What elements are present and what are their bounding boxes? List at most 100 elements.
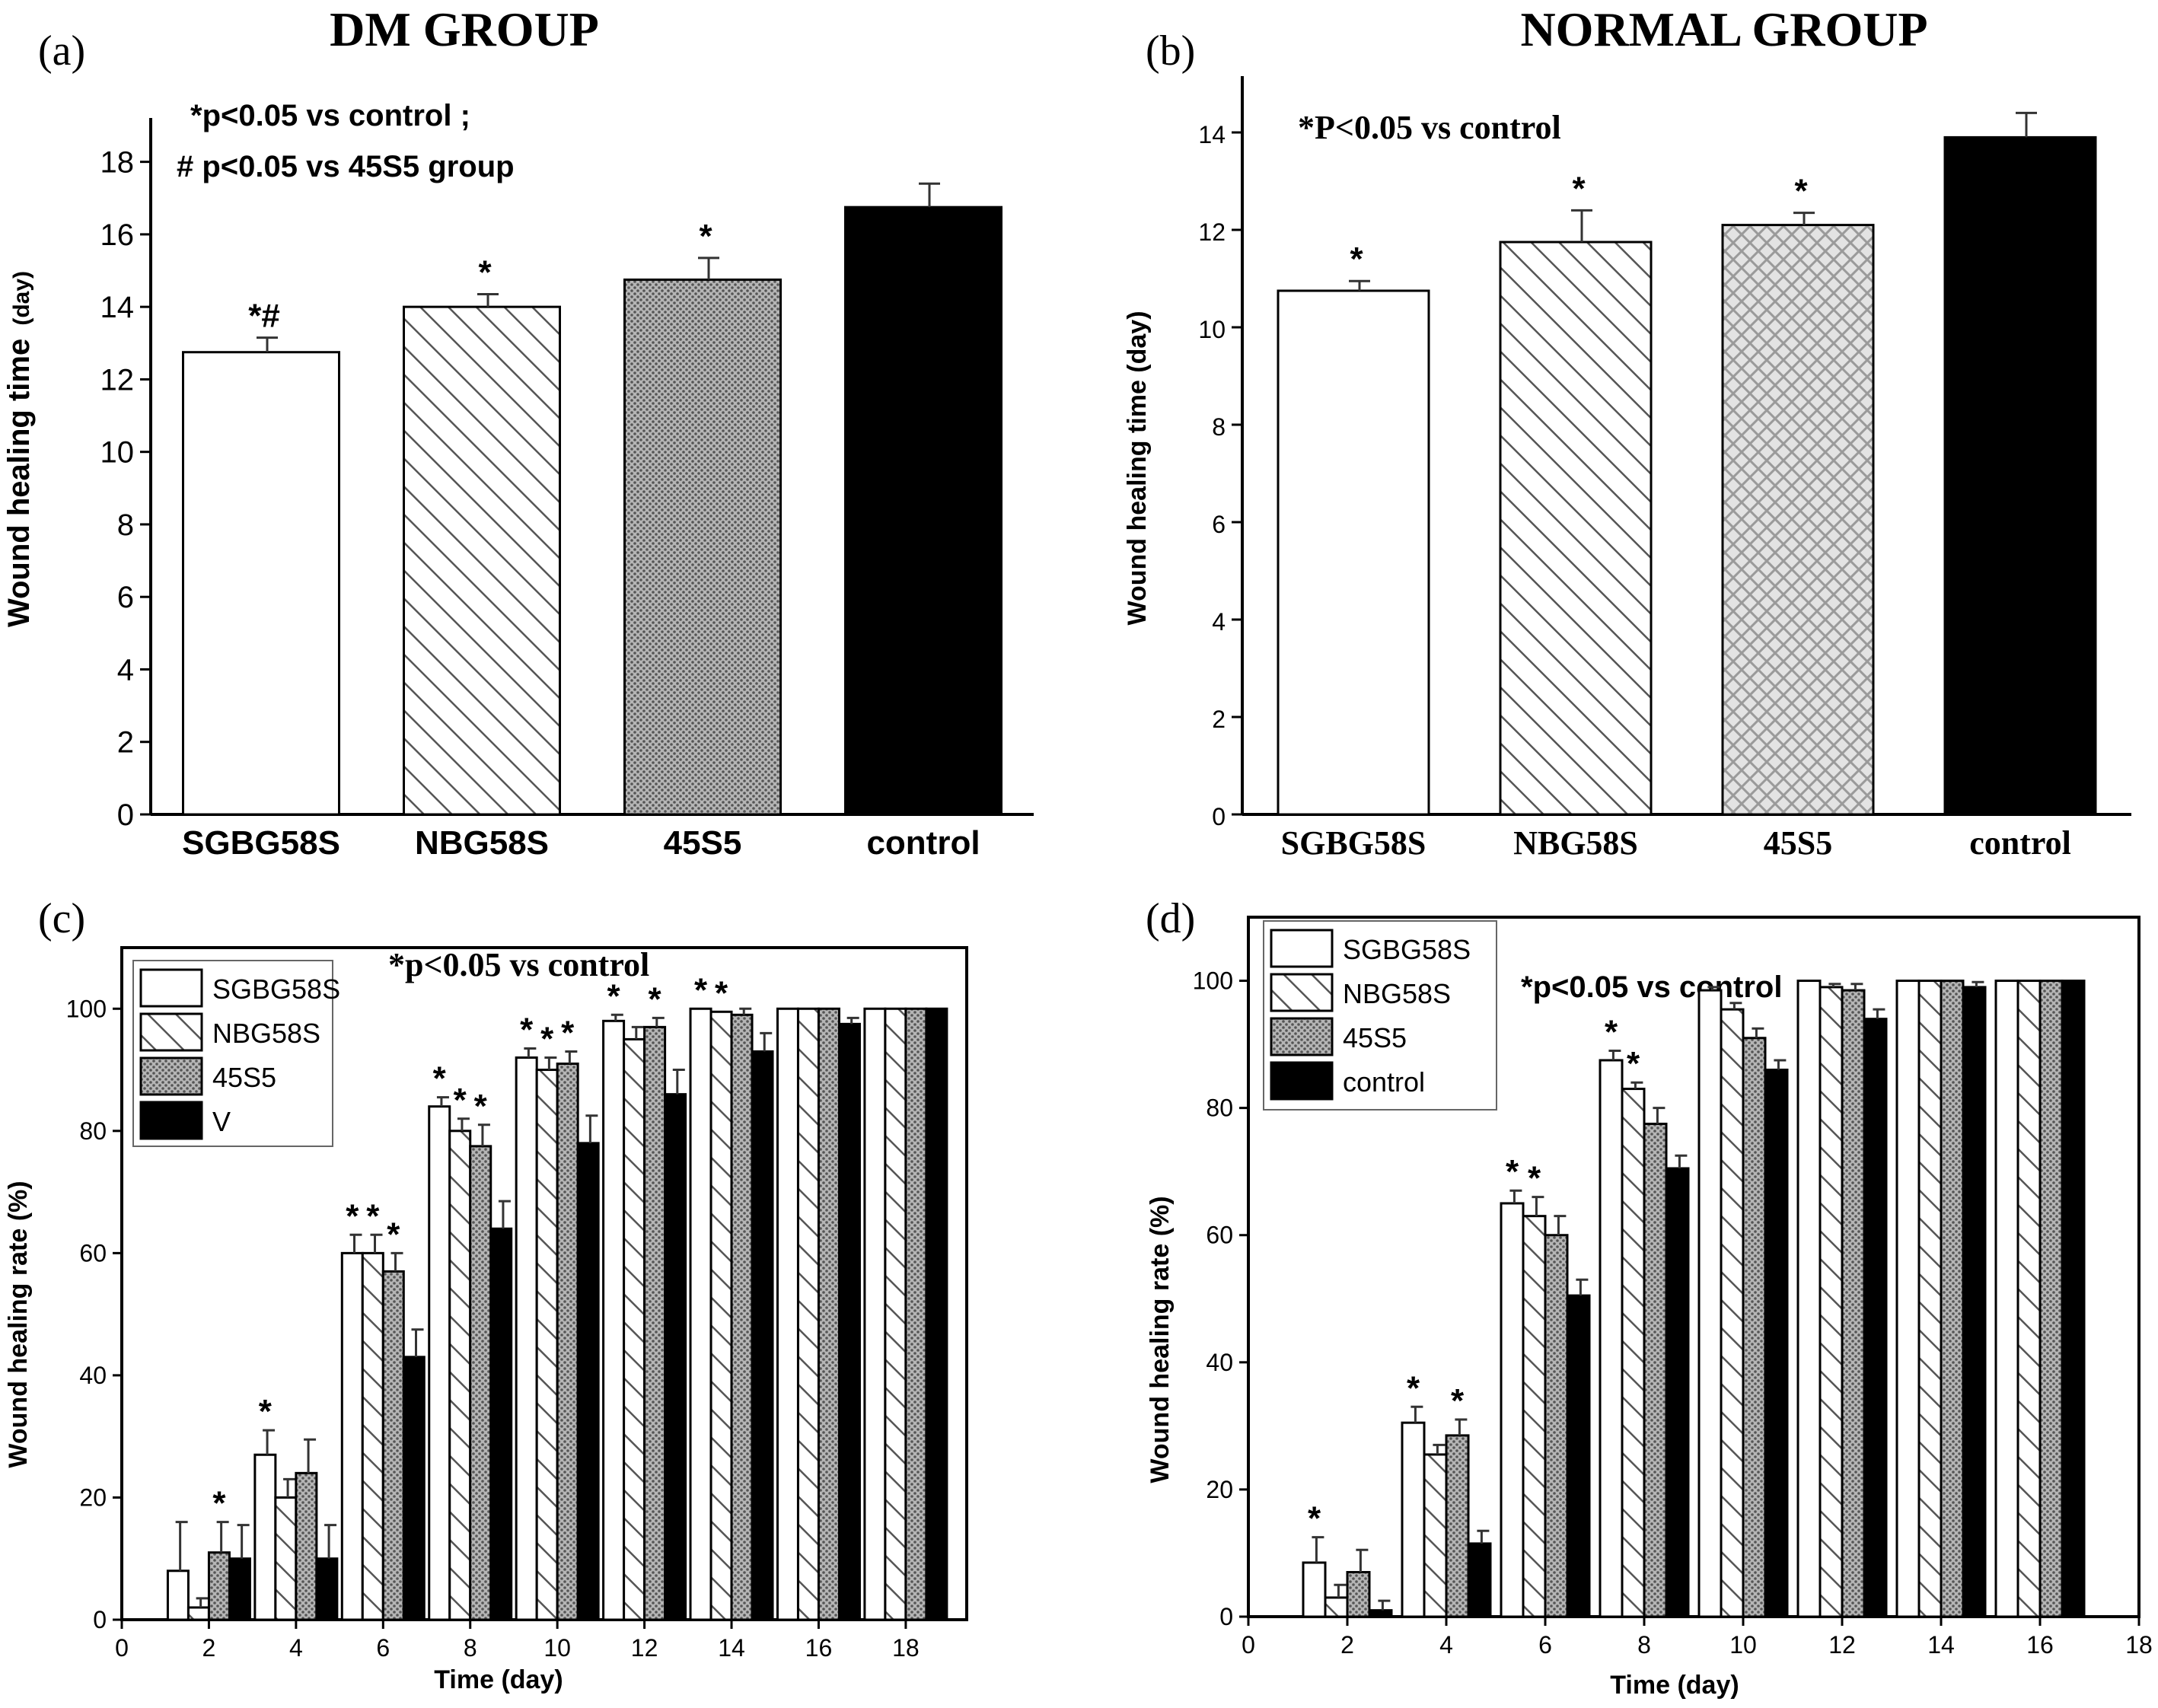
- x-tick-label: 14: [718, 1634, 745, 1662]
- bar-control: [1863, 1018, 1888, 1618]
- x-tick-label: 18: [2125, 1631, 2153, 1659]
- significance-marker: *: [433, 1060, 447, 1098]
- x-tick-label: 8: [1637, 1631, 1651, 1659]
- legend-swatch-NBG58S: [139, 1012, 203, 1052]
- bar-45S5: [817, 1007, 840, 1621]
- bar-control: [1368, 1609, 1393, 1618]
- bar-NBG58S: [361, 1251, 384, 1621]
- bar-NBG58S: [1917, 980, 1943, 1618]
- y-tick-label: 60: [1206, 1222, 1233, 1249]
- y-tick-label: 14: [100, 291, 135, 324]
- bar-45S5: [1742, 1037, 1767, 1618]
- significance-marker: *: [607, 977, 621, 1015]
- category-label: NBG58S: [415, 824, 549, 862]
- bar-45S5: [1940, 980, 1965, 1618]
- panel-b-plot: 0 2 4 6 8 10 12 14 * SGBG58S * NBG58S * 45S5 control: [1198, 76, 2131, 862]
- bar-SGBG58S: [182, 351, 340, 816]
- bar-NBG58S: [2016, 980, 2042, 1618]
- bar-NBG58S: [1720, 1008, 1745, 1618]
- x-tick-label: 10: [543, 1634, 571, 1662]
- category-label: SGBG58S: [1281, 824, 1426, 862]
- panel-c: (c) *p<0.05 vs control Wound healing rat…: [4, 895, 968, 1694]
- panel-b-letter: (b): [1146, 27, 1195, 75]
- y-tick-label: 20: [1206, 1476, 1233, 1503]
- bar-control: [1665, 1167, 1690, 1618]
- bar-NBG58S: [403, 305, 561, 816]
- significance-marker: *: [1528, 1160, 1541, 1197]
- x-tick-label: 4: [289, 1634, 303, 1662]
- bar-45S5: [1346, 1571, 1371, 1618]
- y-tick-label: 10: [100, 436, 135, 470]
- x-tick-label: 12: [631, 1634, 658, 1662]
- panel-c-ylabel: Wound healing rate (%): [4, 1181, 33, 1467]
- panel-a-title: DM GROUP: [330, 2, 599, 56]
- y-tick-label: 16: [100, 218, 135, 252]
- significance-marker: *: [1308, 1500, 1321, 1538]
- bar-SGBG58S: [1500, 1202, 1525, 1618]
- bar-45S5: [1445, 1434, 1470, 1618]
- bar-control: [1566, 1294, 1591, 1618]
- svg-text:Wound healing time (: Wound healing time (day): [2, 271, 36, 627]
- y-tick-label: 40: [79, 1362, 107, 1389]
- x-tick-label: 0: [1242, 1631, 1255, 1659]
- bar-NBG58S: [623, 1037, 646, 1621]
- significance-marker: *: [1605, 1013, 1618, 1050]
- significance-marker: *: [1407, 1369, 1420, 1407]
- panel-a: (a) DM GROUP *p<0.05 vs control ; # p<0.…: [2, 2, 1034, 862]
- y-tick-label: 100: [66, 995, 107, 1022]
- significance-marker: *: [699, 218, 712, 255]
- x-tick-label: 6: [1538, 1631, 1552, 1659]
- bar-SGBG58S: [1697, 989, 1723, 1618]
- bar-NBG58S: [535, 1069, 559, 1621]
- y-tick-label: 2: [1212, 706, 1226, 733]
- bar-NBG58S: [1819, 986, 1844, 1618]
- bar-SGBG58S: [340, 1251, 364, 1621]
- panel-d-ylabel: Wound healing rate (%): [1146, 1196, 1175, 1483]
- bar-45S5: [904, 1007, 928, 1621]
- significance-marker: *: [561, 1014, 575, 1051]
- x-tick-label: 18: [892, 1634, 920, 1662]
- panel-a-annotation-line-2: # p<0.05 vs 45S5 group: [177, 150, 515, 183]
- panel-d: (d) *p<0.05 vs control Wound healing rat…: [1146, 895, 2153, 1700]
- x-tick-label: 12: [1828, 1631, 1856, 1659]
- bar-NBG58S: [1499, 241, 1653, 816]
- legend-swatch-SGBG58S: [139, 968, 203, 1008]
- y-tick-label: 12: [100, 363, 135, 397]
- significance-marker: *: [520, 1011, 534, 1048]
- legend-label: 45S5: [1343, 1022, 1407, 1053]
- panel-c-letter: (c): [38, 895, 85, 942]
- bar-SGBG58S: [253, 1453, 277, 1621]
- x-tick-label: 10: [1729, 1631, 1757, 1659]
- legend-label: SGBG58S: [1343, 934, 1471, 965]
- significance-marker: *: [387, 1216, 400, 1253]
- bar-V: [315, 1557, 339, 1621]
- bar-V: [925, 1007, 948, 1621]
- bar-45S5: [556, 1063, 579, 1621]
- bar-45S5: [1544, 1234, 1569, 1618]
- bar-V: [664, 1093, 687, 1621]
- panel-c-annotation: *p<0.05 vs control: [388, 946, 649, 983]
- bar-NBG58S: [1621, 1088, 1646, 1618]
- bar-SGBG58S: [1796, 980, 1822, 1618]
- y-tick-label: 4: [117, 653, 134, 687]
- y-tick-label: 18: [100, 146, 135, 180]
- legend-swatch-45S5: [139, 1056, 203, 1096]
- panel-a-ylabel-unit: (day): [9, 271, 34, 326]
- y-tick-label: 14: [1198, 121, 1226, 148]
- panel-a-letter: (a): [38, 27, 85, 75]
- y-tick-label: 80: [79, 1117, 107, 1145]
- significance-marker: *: [366, 1197, 380, 1235]
- category-label: 45S5: [664, 824, 742, 862]
- y-tick-label: 20: [79, 1483, 107, 1511]
- bar-SGBG58S: [1302, 1561, 1327, 1618]
- bar-45S5: [469, 1145, 492, 1621]
- bar-NBG58S: [884, 1007, 907, 1621]
- bar-SGBG58S: [1277, 289, 1430, 816]
- significance-marker: *: [1350, 241, 1363, 278]
- panel-a-annotation-line-1: *p<0.05 vs control ;: [190, 99, 470, 132]
- bar-NBG58S: [709, 1010, 733, 1621]
- y-tick-label: 0: [117, 798, 134, 832]
- panel-b: (b) NORMAL GROUP *P<0.05 vs control Woun…: [1123, 2, 2131, 862]
- bar-45S5: [2038, 980, 2064, 1618]
- category-label: SGBG58S: [182, 824, 340, 862]
